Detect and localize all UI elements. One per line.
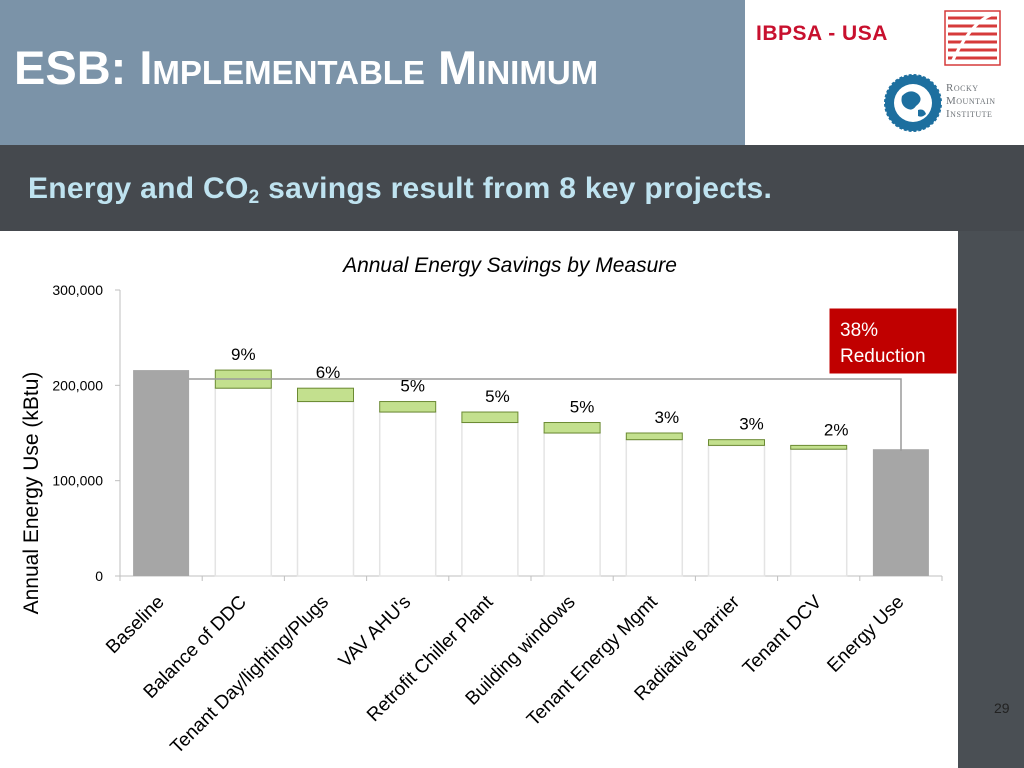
bar-remaining <box>707 444 766 577</box>
bar-remaining <box>296 400 355 577</box>
ibpsa-logo <box>944 10 1001 66</box>
subtitle-bar <box>0 145 1024 231</box>
rmi-word-3: Institute <box>946 108 993 120</box>
data-label: 5% <box>570 398 595 417</box>
category-label: Energy Use <box>823 592 908 677</box>
bars-layer <box>133 369 929 577</box>
category-label: Tenant Day/lighting/Plugs <box>167 592 333 758</box>
bar-total <box>872 449 929 576</box>
bar-saving <box>297 387 354 403</box>
bar-saving <box>625 432 683 441</box>
rmi-word-1: Rocky <box>946 82 979 94</box>
callout-line-1: 38% <box>840 320 878 341</box>
labels-layer: 9% 6% 5% 5% 5% 3% 3% 2% <box>231 345 848 439</box>
slide-title: ESB: Implementable Minimum <box>14 41 599 94</box>
callout-box <box>828 307 958 375</box>
subtitle-subscript: 2 <box>248 187 260 208</box>
y-tick-label: 0 <box>95 568 103 584</box>
waterfall-chart: Annual Energy Savings by Measure Annual … <box>20 254 958 758</box>
bar-saving <box>379 401 437 413</box>
data-label: 5% <box>400 377 425 396</box>
bar-saving <box>543 422 601 434</box>
bar-total <box>133 370 190 576</box>
y-axis-title: Annual Energy Use (kBtu) <box>20 372 43 615</box>
rmi-wordmark: Rocky Mountain Institute <box>946 82 1022 121</box>
subtitle-rest: savings result from 8 key projects. <box>259 172 773 205</box>
reduction-callout: 38% Reduction <box>189 307 958 451</box>
page-number: 29 <box>994 700 1010 716</box>
bar-saving <box>708 439 765 446</box>
bar-remaining <box>461 421 519 577</box>
y-tick-label: 200,000 <box>52 377 103 393</box>
rmi-globe-icon <box>883 73 943 133</box>
slide-subtitle: Energy and CO2 savings result from 8 key… <box>28 172 772 209</box>
bar-saving <box>790 444 848 450</box>
rmi-word-2: Mountain <box>946 95 996 107</box>
subtitle-main: Energy and CO <box>28 172 249 205</box>
org-label: IBPSA - USA <box>756 22 888 45</box>
bar-remaining <box>378 411 437 577</box>
callout-connector <box>189 378 902 451</box>
bar-remaining <box>543 432 601 577</box>
y-tick-label: 100,000 <box>52 473 103 489</box>
data-label: 3% <box>655 408 680 427</box>
data-label: 5% <box>485 387 510 406</box>
category-label: Tenant DCV <box>739 591 827 679</box>
y-tick-label: 300,000 <box>52 282 103 298</box>
chart-title: Annual Energy Savings by Measure <box>341 254 677 277</box>
data-label: 3% <box>739 415 764 434</box>
bar-remaining <box>789 448 848 577</box>
category-label: Baseline <box>102 592 168 658</box>
callout-line-2: Reduction <box>840 346 926 367</box>
bar-remaining <box>625 438 684 577</box>
bar-remaining <box>214 387 273 577</box>
data-label: 6% <box>316 363 341 382</box>
chart-panel: Annual Energy Savings by Measure Annual … <box>0 231 958 768</box>
data-label: 2% <box>824 420 849 439</box>
category-label: VAV AHU's <box>335 592 415 672</box>
data-label: 9% <box>231 345 256 364</box>
bar-saving <box>461 411 519 424</box>
